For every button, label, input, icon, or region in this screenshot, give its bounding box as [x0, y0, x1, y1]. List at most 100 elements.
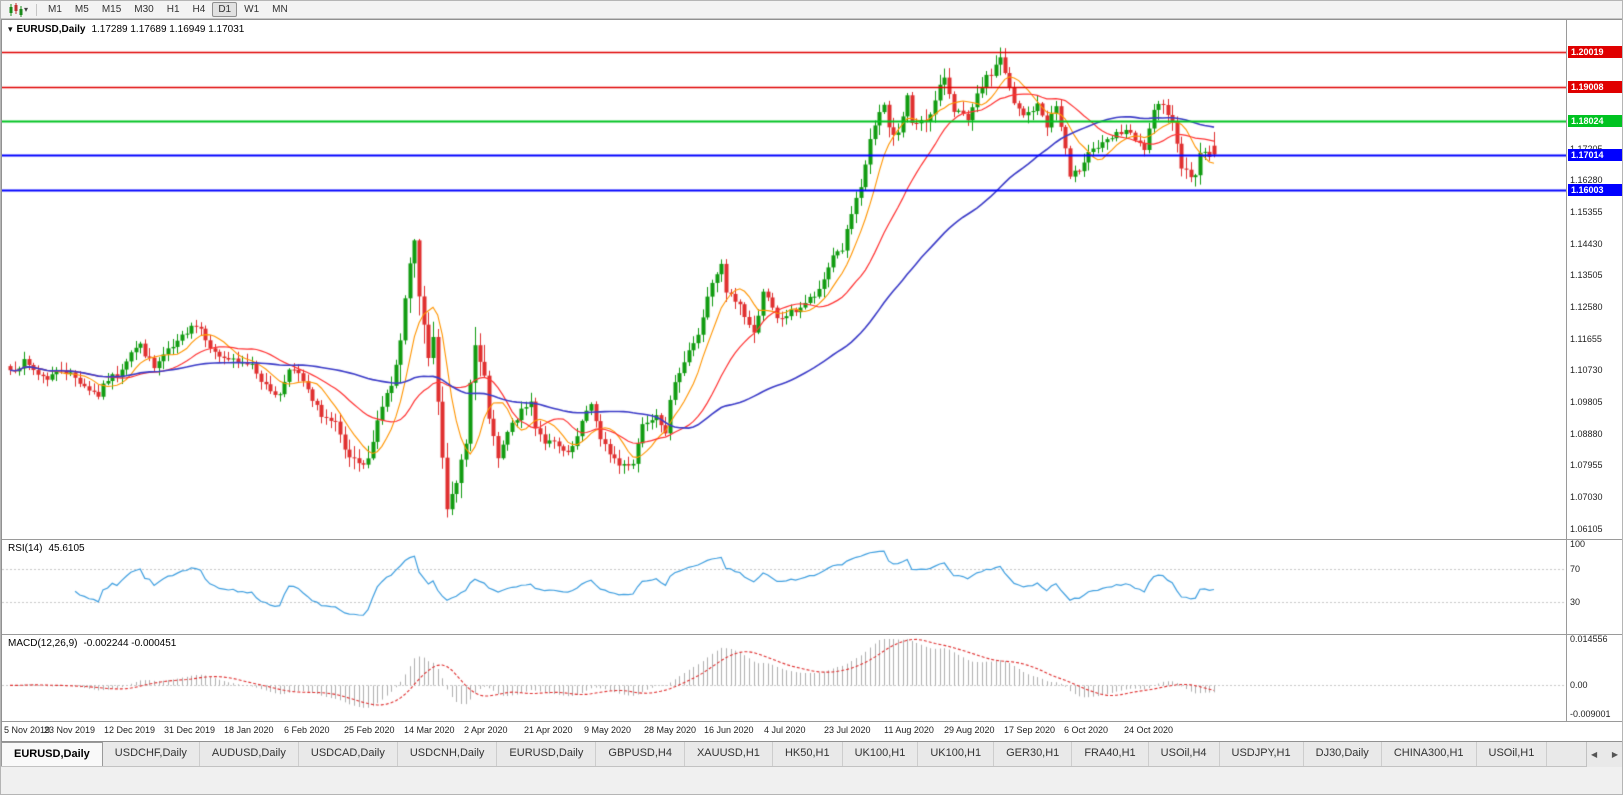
date-label: 23 Jul 2020	[824, 725, 871, 735]
price-grid-label: 1.07030	[1570, 492, 1603, 502]
hline-price-tag[interactable]: 1.17014	[1568, 149, 1622, 161]
chart-tab-ger30-h1[interactable]: GER30,H1	[994, 742, 1073, 766]
date-label: 31 Dec 2019	[164, 725, 216, 735]
tab-scroll-buttons: ◀ ▶	[1586, 742, 1622, 767]
price-grid-label: 1.11655	[1570, 334, 1602, 344]
chart-tab-uk100-h1[interactable]: UK100,H1	[842, 742, 919, 766]
timeframe-button-h4[interactable]: H4	[192, 4, 206, 15]
macd-indicator-label: MACD(12,26,9) -0.002244 -0.000451	[8, 638, 176, 649]
chart-tab-china300-h1[interactable]: CHINA300,H1	[1381, 742, 1477, 766]
date-label: 14 Mar 2020	[404, 725, 455, 735]
candlestick-chart-icon	[9, 2, 23, 17]
date-label: 6 Oct 2020	[1064, 725, 1109, 735]
chart-tab-usoil-h1[interactable]: USOil,H1	[1476, 742, 1548, 766]
rsi-level-label: 30	[1570, 597, 1581, 607]
price-grid-label: 1.16280	[1570, 175, 1603, 185]
date-label: 11 Aug 2020	[884, 725, 934, 735]
symbol-name: EURUSD,Daily	[16, 24, 86, 35]
chart-symbol-label: ▾ EURUSD,Daily 1.17289 1.17689 1.16949 1.1…	[8, 24, 244, 35]
price-grid-label: 1.07955	[1570, 460, 1603, 470]
one-click-trading-arrow-icon[interactable]: ▾	[8, 24, 13, 34]
chart-tab-usdjpy-h1[interactable]: USDJPY,H1	[1219, 742, 1304, 766]
toolbar-separator	[36, 3, 38, 16]
chart-tab-hk50-h1[interactable]: HK50,H1	[772, 742, 843, 766]
price-grid-label: 1.09805	[1570, 397, 1603, 407]
chart-tab-usdcad-daily[interactable]: USDCAD,Daily	[298, 742, 398, 766]
main-price-chart-canvas[interactable]	[2, 20, 1566, 539]
price-axis[interactable]: 1.172051.162801.153551.144301.135051.125…	[1566, 20, 1622, 721]
timeframe-button-m5[interactable]: M5	[74, 4, 89, 15]
time-axis[interactable]: 5 Nov 2019 23 Nov 2019 12 Dec 2019 31 Dec 2…	[2, 721, 1622, 741]
ohlc-values: 1.17289 1.17689 1.16949 1.17031	[91, 24, 245, 35]
rsi-level-label: 100	[1570, 539, 1586, 549]
pane-splitter[interactable]	[2, 539, 1622, 540]
macd-indicator-canvas[interactable]	[2, 634, 1566, 721]
date-label: 25 Feb 2020	[344, 725, 395, 735]
chart-tab-xauusd-h1[interactable]: XAUUSD,H1	[684, 742, 773, 766]
timeframe-button-m15[interactable]: M15	[101, 4, 122, 15]
timeframe-button-mn[interactable]: MN	[272, 4, 288, 15]
rsi-name: RSI(14)	[8, 543, 43, 554]
timeframe-button-d1[interactable]: D1	[212, 2, 238, 17]
toolbar: ▾ M1 M5 M15 M30 H1 H4 D1 W1 MN	[1, 1, 1622, 19]
pane-splitter[interactable]	[2, 634, 1622, 635]
rsi-indicator-canvas[interactable]	[2, 539, 1566, 634]
price-grid-label: 1.10730	[1570, 365, 1603, 375]
price-grid-label: 1.08880	[1570, 429, 1603, 439]
price-grid-label: 1.14430	[1570, 239, 1603, 249]
timeframe-button-m1[interactable]: M1	[48, 4, 62, 15]
chart-tab-usdcnh-daily[interactable]: USDCNH,Daily	[397, 742, 498, 766]
hline-price-tag[interactable]: 1.19008	[1568, 81, 1622, 93]
chart-type-button[interactable]: ▾	[5, 2, 31, 18]
rsi-level-label: 70	[1570, 564, 1581, 574]
date-label: 21 Apr 2020	[524, 725, 573, 735]
chart-tab-gbpusd-h4[interactable]: GBPUSD,H4	[596, 742, 685, 766]
chart-tab-uk100-h1[interactable]: UK100,H1	[918, 742, 995, 766]
chart-tab-audusd-daily[interactable]: AUDUSD,Daily	[199, 742, 299, 766]
chart-tab-eurusd-daily[interactable]: EURUSD,Daily	[1, 742, 103, 766]
date-label: 16 Jun 2020	[704, 725, 754, 735]
date-label: 12 Dec 2019	[104, 725, 156, 735]
rsi-value: 45.6105	[48, 543, 85, 554]
chart-window: 1.172051.162801.153551.144301.135051.125…	[1, 19, 1622, 742]
date-label: 5 Nov 2019	[4, 725, 51, 735]
date-label: 2 Apr 2020	[464, 725, 508, 735]
date-label: 18 Jan 2020	[224, 725, 274, 735]
hline-price-tag[interactable]: 1.16003	[1568, 184, 1622, 196]
date-label: 23 Nov 2019	[44, 725, 96, 735]
hline-price-tag[interactable]: 1.20019	[1568, 46, 1622, 58]
timeframe-button-w1[interactable]: W1	[244, 4, 260, 15]
status-strip	[1, 767, 1622, 794]
chart-tab-usdchf-daily[interactable]: USDCHF,Daily	[102, 742, 200, 766]
chart-tab-usoil-h4[interactable]: USOil,H4	[1148, 742, 1220, 766]
rsi-indicator-label: RSI(14) 45.6105	[8, 543, 85, 554]
macd-name: MACD(12,26,9)	[8, 638, 78, 649]
pane-splitter[interactable]	[2, 721, 1622, 722]
date-label: 9 May 2020	[584, 725, 632, 735]
date-label: 24 Oct 2020	[1124, 725, 1174, 735]
price-grid-label: 1.06105	[1570, 524, 1603, 534]
hline-price-tag[interactable]: 1.18024	[1568, 115, 1622, 127]
macd-level-label: 0.00	[1570, 680, 1588, 690]
chart-tab-fra40-h1[interactable]: FRA40,H1	[1072, 742, 1149, 766]
price-grid-label: 1.15355	[1570, 207, 1603, 217]
timeframe-button-m30[interactable]: M30	[134, 4, 154, 15]
tab-scroll-left-icon[interactable]: ◀	[1591, 750, 1598, 759]
date-label: 28 May 2020	[644, 725, 697, 735]
chart-tab-bar: EURUSD,Daily USDCHF,Daily AUDUSD,Daily USDC…	[1, 742, 1622, 767]
timeframe-button-h1[interactable]: H1	[166, 4, 180, 15]
chevron-down-icon: ▾	[24, 4, 29, 14]
macd-level-label: 0.014556	[1570, 634, 1608, 644]
timeframe-button-group: M1 M5 M15 M30 H1 H4 D1 W1 MN	[42, 2, 294, 17]
chart-tab-dj30-daily[interactable]: DJ30,Daily	[1303, 742, 1382, 766]
date-label: 17 Sep 2020	[1004, 725, 1056, 735]
macd-values: -0.002244 -0.000451	[83, 638, 177, 649]
date-label: 4 Jul 2020	[764, 725, 806, 735]
macd-level-label: -0.009001	[1570, 709, 1611, 719]
date-label: 6 Feb 2020	[284, 725, 330, 735]
date-label: 29 Aug 2020	[944, 725, 995, 735]
chart-tab-eurusd-daily[interactable]: EURUSD,Daily	[497, 742, 597, 766]
price-grid-label: 1.13505	[1570, 270, 1603, 280]
tab-scroll-right-icon[interactable]: ▶	[1611, 750, 1618, 759]
